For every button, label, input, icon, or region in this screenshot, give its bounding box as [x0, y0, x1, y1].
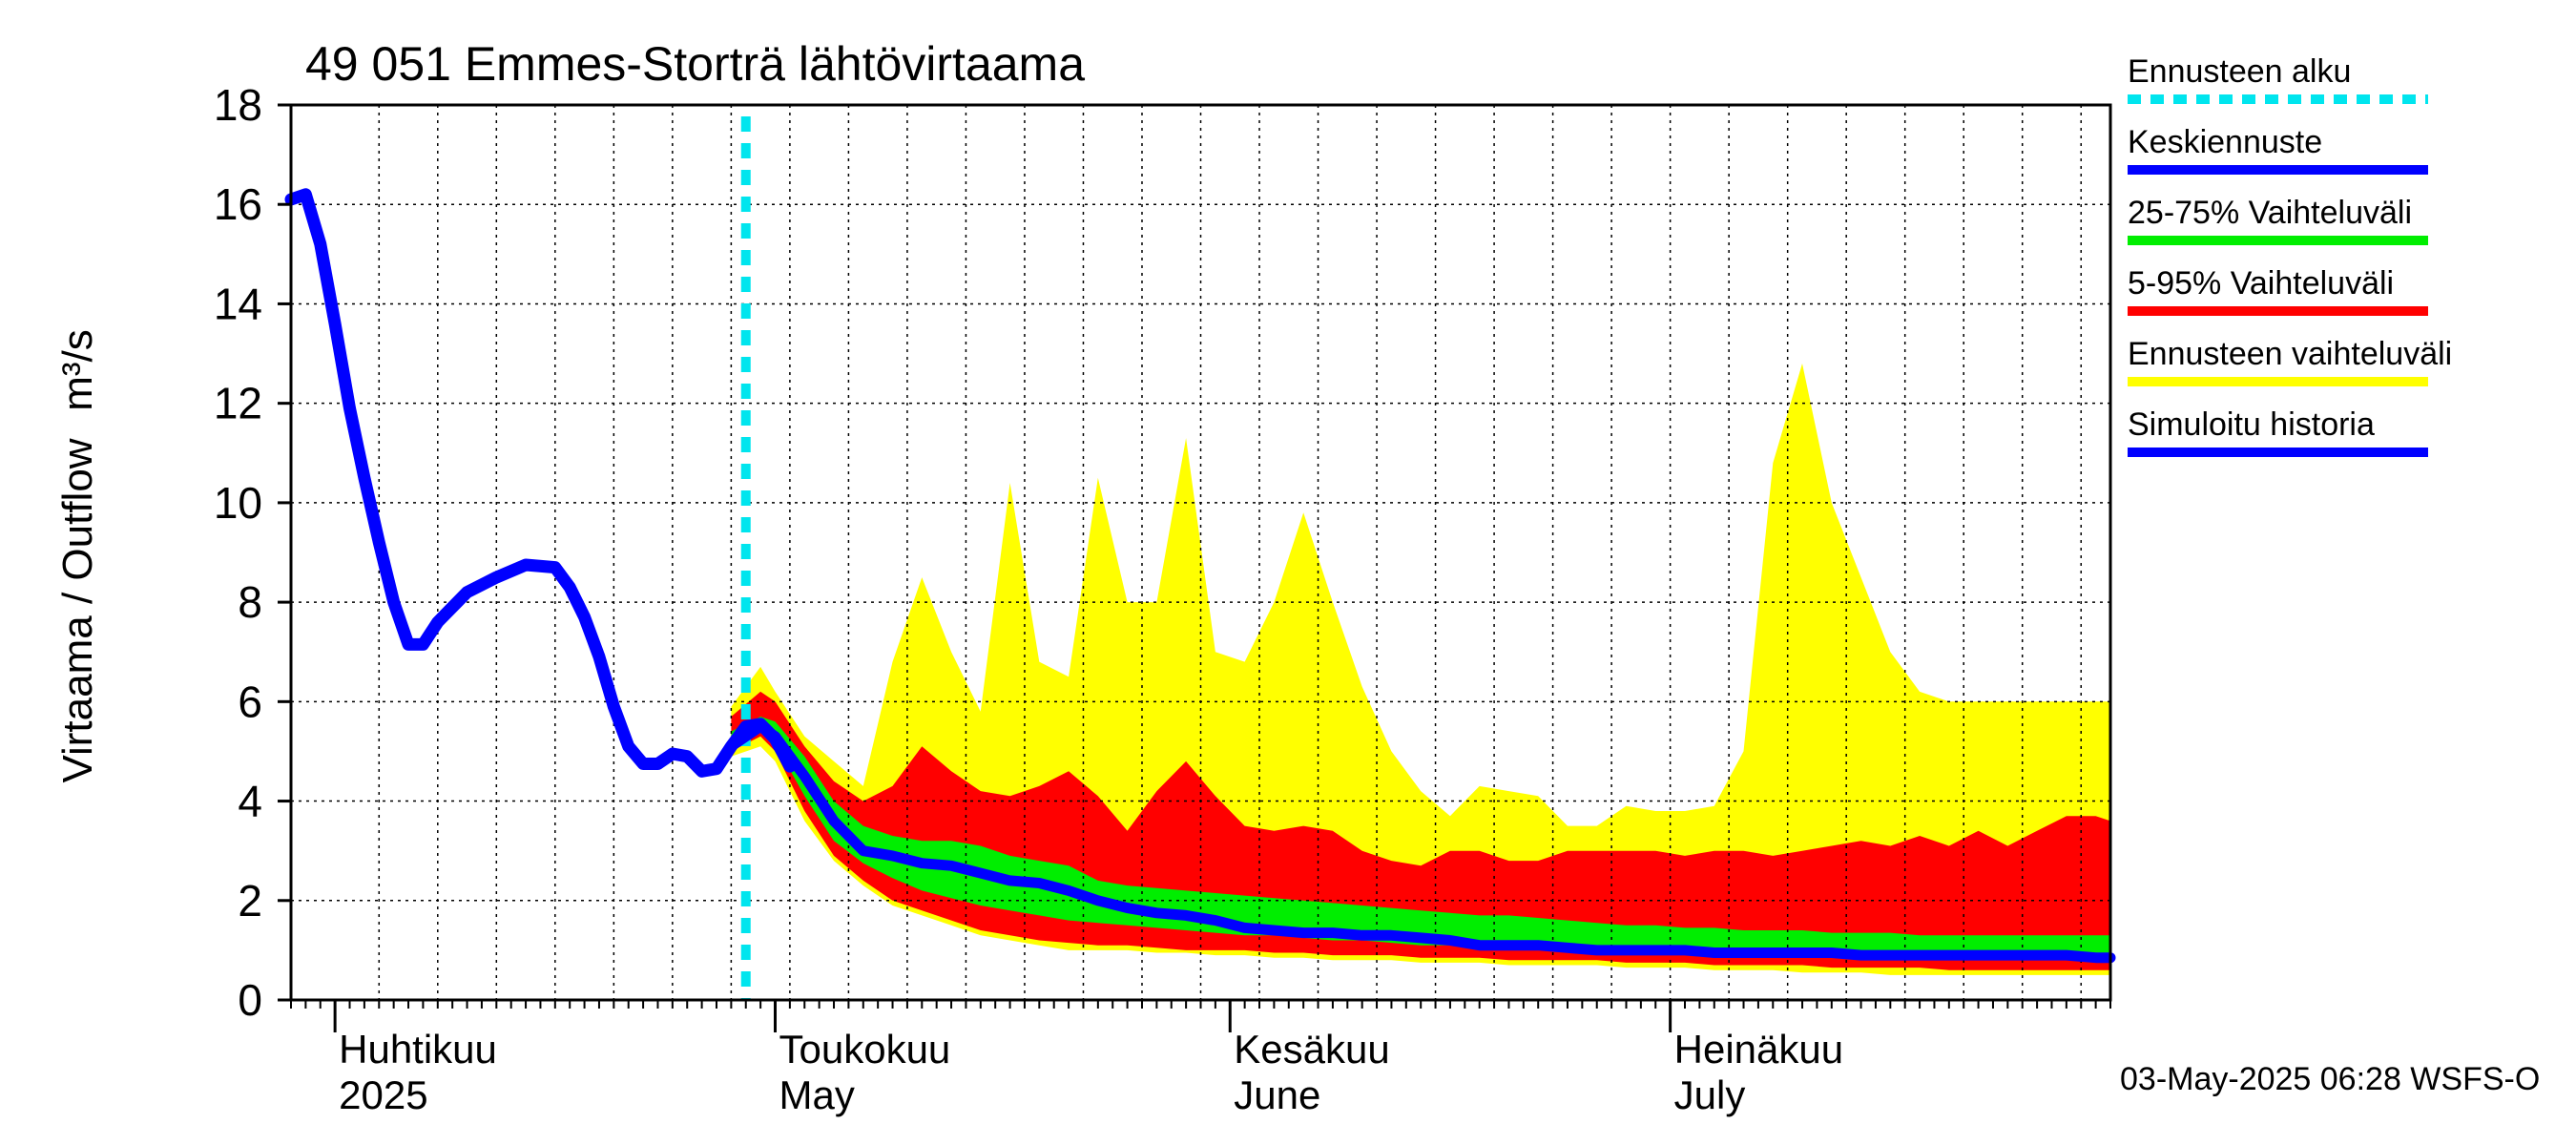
grid — [291, 105, 2110, 1000]
legend-label-1: Keskiennuste — [2128, 124, 2322, 160]
y-tick-label-0: 0 — [238, 975, 262, 1025]
y-axis-unit: m³/s — [54, 329, 101, 411]
legend: Ennusteen alku Keskiennuste 25-75% Vaihtel… — [2128, 53, 2452, 457]
simulated-history-line — [284, 188, 797, 778]
x-month-sublabel-1: May — [779, 1072, 855, 1117]
y-tick-label-3: 6 — [238, 677, 262, 726]
y-tick-label-9: 18 — [214, 80, 262, 130]
legend-label-5: Simuloitu historia — [2128, 406, 2375, 443]
x-month-label-2: Kesäkuu — [1234, 1027, 1389, 1072]
legend-label-4: Ennusteen vaihteluväli — [2128, 336, 2452, 372]
y-axis: 0 2 4 6 8 10 12 14 16 18 — [214, 80, 291, 1025]
band-25-75 — [731, 717, 2110, 961]
y-tick-label-2: 4 — [238, 777, 262, 826]
y-tick-label-1: 2 — [238, 876, 262, 926]
x-month-label-1: Toukokuu — [779, 1027, 951, 1072]
legend-label-3: 5-95% Vaihteluväli — [2128, 265, 2394, 302]
x-month-label-0: Huhtikuu — [339, 1027, 497, 1072]
chart-title: 49 051 Emmes-Storträ lähtövirtaama — [305, 37, 1085, 91]
y-tick-label-5: 10 — [214, 478, 262, 528]
y-tick-label-7: 14 — [214, 279, 262, 328]
x-month-label-3: Heinäkuu — [1674, 1027, 1843, 1072]
x-month-sublabel-3: July — [1674, 1072, 1746, 1117]
median-forecast-line — [725, 720, 2116, 964]
y-tick-label-4: 8 — [238, 577, 262, 627]
y-tick-label-6: 12 — [214, 379, 262, 428]
footer-timestamp: 03-May-2025 06:28 WSFS-O — [2120, 1061, 2540, 1097]
y-tick-label-8: 16 — [214, 179, 262, 229]
legend-label-0: Ennusteen alku — [2128, 53, 2351, 90]
y-axis-label: Virtaama / Outflow — [54, 438, 101, 782]
series-lines — [284, 116, 2116, 1000]
x-month-sublabel-2: June — [1234, 1072, 1320, 1117]
legend-label-2: 25-75% Vaihteluväli — [2128, 195, 2412, 231]
x-month-sublabel-0: 2025 — [339, 1072, 427, 1117]
